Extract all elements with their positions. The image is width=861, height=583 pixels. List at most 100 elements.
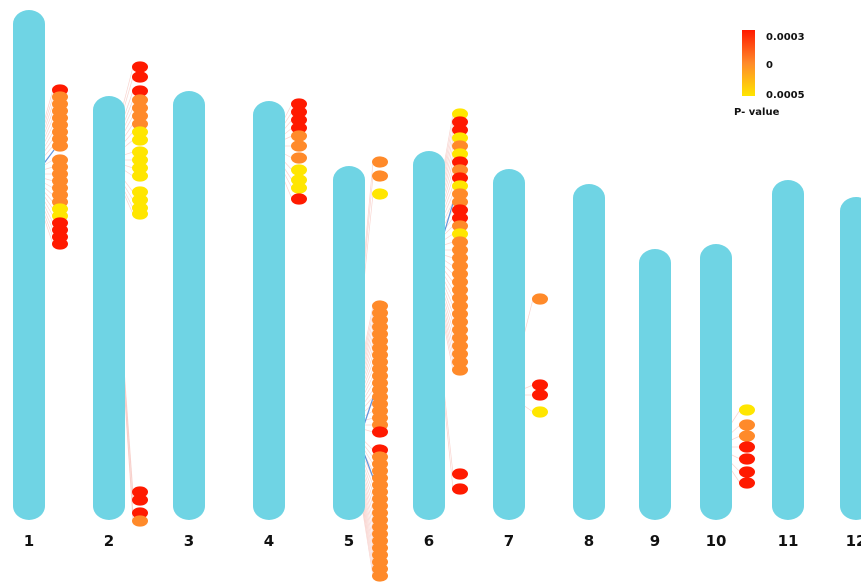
marker-point bbox=[132, 515, 148, 527]
marker-point bbox=[132, 126, 148, 138]
marker-point bbox=[132, 494, 148, 506]
marker-point bbox=[452, 276, 468, 288]
marker-point bbox=[452, 164, 468, 176]
marker-point bbox=[452, 260, 468, 272]
chromosome-bar-3 bbox=[173, 91, 205, 520]
marker-point bbox=[291, 182, 307, 194]
marker-point bbox=[452, 140, 468, 152]
marker-point bbox=[532, 406, 548, 418]
marker-point bbox=[372, 156, 388, 168]
marker-point bbox=[291, 98, 307, 110]
marker-point bbox=[132, 162, 148, 174]
marker-point bbox=[452, 220, 468, 232]
marker-point bbox=[452, 364, 468, 376]
marker-point bbox=[452, 108, 468, 120]
marker-point bbox=[739, 477, 755, 489]
marker-point bbox=[452, 244, 468, 256]
marker-point bbox=[132, 208, 148, 220]
chromosome-label-3: 3 bbox=[184, 532, 194, 550]
chromosome-bar-5 bbox=[333, 166, 365, 520]
marker-point bbox=[452, 196, 468, 208]
marker-point bbox=[372, 170, 388, 182]
marker-point bbox=[132, 85, 148, 97]
chromosome-label-9: 9 bbox=[650, 532, 660, 550]
marker-point bbox=[452, 124, 468, 136]
chromosome-bar-7 bbox=[493, 169, 525, 520]
legend-tick-label-mid: 0 bbox=[766, 60, 773, 71]
association-link bbox=[360, 500, 374, 577]
chromosome-label-5: 5 bbox=[344, 532, 354, 550]
chromosome-label-11: 11 bbox=[778, 532, 799, 550]
marker-point bbox=[291, 140, 307, 152]
marker-point bbox=[739, 466, 755, 478]
chromosome-bar-6 bbox=[413, 151, 445, 520]
marker-point bbox=[372, 570, 388, 582]
marker-point bbox=[532, 389, 548, 401]
marker-point bbox=[452, 236, 468, 248]
marker-point bbox=[452, 132, 468, 144]
marker-point bbox=[452, 348, 468, 360]
chromosome-bar-10 bbox=[700, 244, 732, 520]
chromosome-labels: 123456789101112 bbox=[24, 532, 861, 550]
legend-tick-label-top: 0.0003 bbox=[766, 32, 805, 43]
marker-point bbox=[291, 122, 307, 134]
p-value-colorbar bbox=[742, 30, 755, 96]
legend-title: P- value bbox=[734, 107, 780, 118]
marker-point bbox=[739, 430, 755, 442]
marker-point bbox=[291, 193, 307, 205]
marker-point bbox=[452, 116, 468, 128]
marker-point bbox=[132, 194, 148, 206]
marker-point bbox=[132, 486, 148, 498]
marker-point bbox=[132, 134, 148, 146]
marker-point bbox=[132, 146, 148, 158]
legend-tick-label-bottom: 0.0005 bbox=[766, 90, 805, 101]
chromosome-bar-11 bbox=[772, 180, 804, 520]
marker-points bbox=[52, 61, 755, 582]
marker-point bbox=[452, 252, 468, 264]
marker-point bbox=[132, 110, 148, 122]
chromosome-label-4: 4 bbox=[264, 532, 274, 550]
chromosome-bar-4 bbox=[253, 101, 285, 520]
marker-point bbox=[452, 292, 468, 304]
marker-point bbox=[291, 130, 307, 142]
marker-point bbox=[452, 300, 468, 312]
marker-point bbox=[739, 441, 755, 453]
marker-point bbox=[532, 379, 548, 391]
chromosome-bar-1 bbox=[13, 10, 45, 520]
marker-point bbox=[739, 453, 755, 465]
marker-point bbox=[132, 154, 148, 166]
marker-point bbox=[452, 156, 468, 168]
marker-point bbox=[132, 102, 148, 114]
marker-point bbox=[132, 71, 148, 83]
chromosome-bar-8 bbox=[573, 184, 605, 520]
chromosome-label-2: 2 bbox=[104, 532, 114, 550]
marker-point bbox=[452, 212, 468, 224]
chromosome-bars bbox=[13, 10, 861, 520]
chromosome-label-8: 8 bbox=[584, 532, 594, 550]
marker-point bbox=[452, 204, 468, 216]
marker-point bbox=[52, 140, 68, 152]
chromosome-label-1: 1 bbox=[24, 532, 34, 550]
chromosome-label-10: 10 bbox=[706, 532, 727, 550]
marker-point bbox=[372, 426, 388, 438]
marker-point bbox=[132, 94, 148, 106]
marker-point bbox=[291, 174, 307, 186]
marker-point bbox=[291, 106, 307, 118]
marker-point bbox=[452, 468, 468, 480]
marker-point bbox=[452, 324, 468, 336]
chromosome-label-6: 6 bbox=[424, 532, 434, 550]
chromosome-bar-9 bbox=[639, 249, 671, 520]
chromosome-bar-2 bbox=[93, 96, 125, 520]
marker-point bbox=[372, 188, 388, 200]
marker-point bbox=[452, 308, 468, 320]
marker-point bbox=[291, 152, 307, 164]
marker-point bbox=[452, 228, 468, 240]
marker-point bbox=[132, 61, 148, 73]
marker-point bbox=[132, 170, 148, 182]
marker-point bbox=[452, 316, 468, 328]
chromosome-label-12: 12 bbox=[846, 532, 861, 550]
marker-point bbox=[452, 340, 468, 352]
marker-point bbox=[291, 114, 307, 126]
marker-point bbox=[452, 284, 468, 296]
